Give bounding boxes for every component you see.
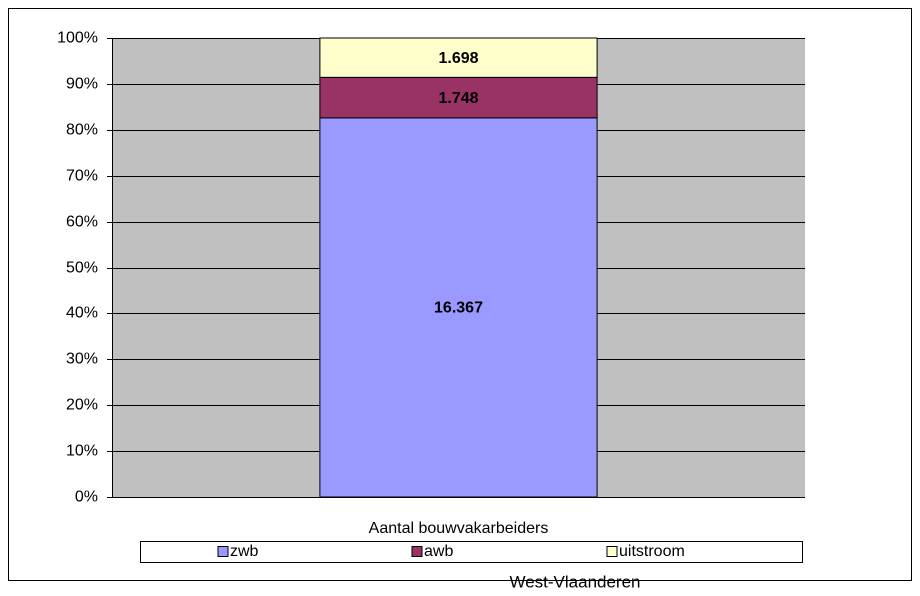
x-tick-label: Aantal bouwvakarbeiders xyxy=(369,520,549,537)
y-tick-label: 70% xyxy=(66,168,98,185)
legend-label: zwb xyxy=(230,543,259,560)
legend-label: awb xyxy=(424,543,453,560)
y-tick-label: 80% xyxy=(66,122,98,139)
legend xyxy=(140,541,803,563)
y-tick-label: 40% xyxy=(66,305,98,322)
y-tick-label: 90% xyxy=(66,76,98,93)
y-tick-label: 50% xyxy=(66,260,98,277)
data-label: 16.367 xyxy=(434,300,483,317)
bar-segment xyxy=(319,37,598,78)
y-tick-label: 60% xyxy=(66,214,98,231)
bar-segment xyxy=(319,117,598,498)
data-label: 1.698 xyxy=(438,50,478,67)
legend-label: uitstroom xyxy=(619,543,685,560)
legend-swatch xyxy=(411,546,423,557)
bar-segment xyxy=(319,76,598,119)
y-tick-label: 30% xyxy=(66,351,98,368)
y-tick-label: 0% xyxy=(75,489,98,506)
y-tick-label: 100% xyxy=(57,30,98,47)
y-tick-label: 10% xyxy=(66,443,98,460)
y-tick-label: 20% xyxy=(66,397,98,414)
legend-swatch xyxy=(217,546,229,557)
legend-swatch xyxy=(606,546,618,557)
chart-title: West-Vlaanderen xyxy=(509,572,640,591)
data-label: 1.748 xyxy=(438,90,478,107)
